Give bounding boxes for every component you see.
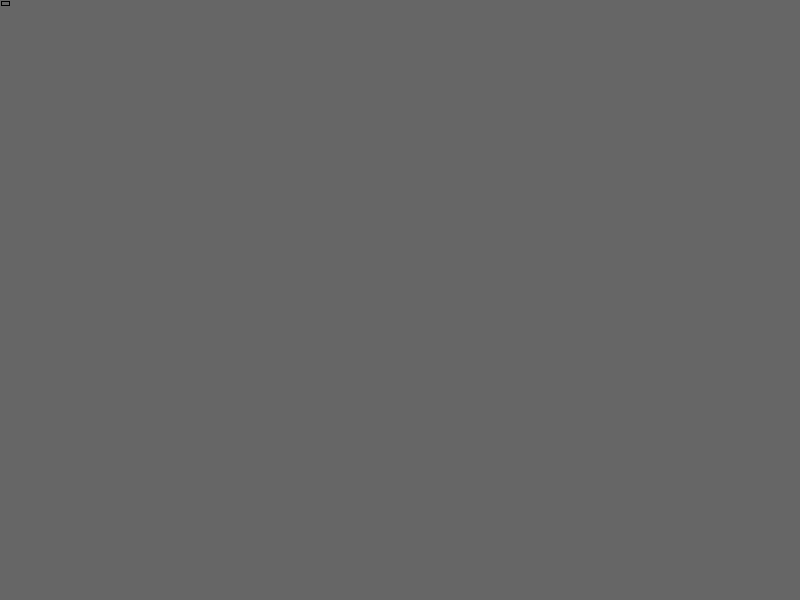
generated-timestamp-box	[1, 1, 10, 6]
